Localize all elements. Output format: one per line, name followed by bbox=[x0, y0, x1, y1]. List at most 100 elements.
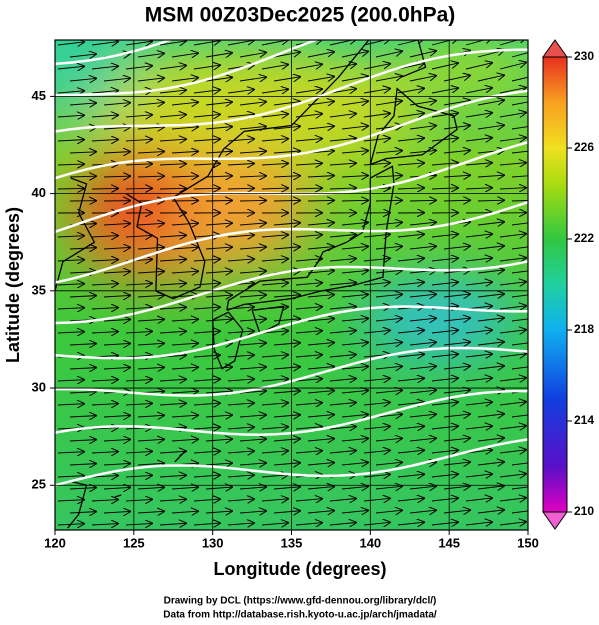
streamline bbox=[57, 308, 84, 309]
streamline bbox=[511, 366, 528, 370]
streamline bbox=[91, 236, 118, 237]
streamline bbox=[261, 499, 288, 501]
streamline bbox=[103, 78, 130, 81]
streamline bbox=[329, 138, 356, 141]
streamline bbox=[363, 163, 390, 165]
streamline bbox=[329, 89, 356, 93]
streamline bbox=[91, 380, 118, 381]
streamline bbox=[261, 259, 288, 261]
streamline bbox=[103, 103, 130, 105]
streamline bbox=[91, 66, 118, 69]
streamline bbox=[273, 487, 300, 489]
x-tick-label: 145 bbox=[438, 535, 460, 550]
streamline bbox=[193, 139, 220, 141]
streamline bbox=[295, 427, 322, 429]
streamline bbox=[511, 510, 528, 514]
streamline bbox=[477, 200, 504, 201]
streamline bbox=[125, 115, 152, 117]
streamline bbox=[295, 259, 322, 261]
streamline bbox=[91, 91, 118, 93]
streamline bbox=[375, 76, 402, 82]
streamline bbox=[91, 115, 118, 117]
y-tick-label: 40 bbox=[32, 185, 46, 200]
streamline bbox=[91, 524, 118, 525]
streamline bbox=[443, 342, 470, 345]
streamline bbox=[341, 294, 368, 297]
streamline bbox=[261, 89, 288, 93]
streamline bbox=[137, 176, 164, 177]
streamline bbox=[499, 282, 526, 285]
streamline bbox=[205, 487, 232, 489]
streamline bbox=[443, 246, 470, 249]
streamline bbox=[375, 246, 402, 249]
streamline bbox=[409, 200, 436, 201]
streamline bbox=[499, 378, 526, 381]
streamline bbox=[240, 535, 266, 537]
streamline bbox=[341, 222, 368, 225]
streamline bbox=[307, 247, 334, 249]
streamline bbox=[397, 113, 424, 117]
streamline bbox=[431, 474, 458, 477]
streamline bbox=[125, 139, 152, 141]
streamline bbox=[193, 427, 220, 429]
streamline bbox=[409, 390, 436, 393]
streamline bbox=[239, 511, 266, 513]
streamline bbox=[499, 498, 526, 501]
streamline bbox=[103, 343, 130, 345]
streamline bbox=[341, 414, 368, 417]
streamline bbox=[171, 271, 198, 273]
streamline bbox=[205, 463, 232, 465]
coastline bbox=[55, 177, 96, 292]
streamline bbox=[511, 222, 528, 226]
streamline bbox=[159, 403, 186, 405]
streamline bbox=[307, 367, 334, 369]
streamline bbox=[431, 234, 458, 237]
streamline bbox=[171, 391, 198, 393]
streamline bbox=[57, 66, 84, 69]
streamline bbox=[193, 90, 220, 93]
streamline bbox=[397, 282, 424, 285]
streamline bbox=[375, 175, 402, 177]
streamline bbox=[409, 486, 436, 489]
streamline bbox=[397, 450, 424, 453]
streamline bbox=[363, 450, 390, 453]
streamline bbox=[511, 462, 528, 466]
streamline bbox=[239, 367, 266, 369]
streamline bbox=[397, 188, 424, 189]
streamline bbox=[431, 354, 458, 357]
streamline bbox=[329, 307, 356, 309]
streamline bbox=[307, 223, 334, 225]
streamline bbox=[171, 78, 198, 81]
streamline bbox=[205, 319, 232, 321]
streamline bbox=[261, 139, 288, 141]
streamline bbox=[273, 52, 300, 58]
streamline bbox=[205, 151, 232, 153]
streamline bbox=[341, 76, 368, 81]
streamline bbox=[125, 379, 152, 381]
streamline bbox=[499, 138, 526, 141]
streamline bbox=[409, 76, 436, 82]
streamline bbox=[137, 271, 164, 273]
streamline bbox=[57, 476, 84, 477]
streamline bbox=[193, 403, 220, 405]
streamline bbox=[397, 522, 424, 525]
streamline bbox=[465, 138, 492, 141]
streamline bbox=[227, 259, 254, 261]
coastline bbox=[251, 305, 285, 335]
streamline bbox=[409, 510, 436, 513]
credit: Drawing by DCL (https://www.gfd-dennou.o… bbox=[164, 596, 437, 607]
streamline bbox=[443, 486, 470, 489]
streamline bbox=[295, 64, 322, 69]
streamline bbox=[103, 223, 130, 225]
streamline bbox=[103, 511, 130, 513]
streamline bbox=[431, 63, 458, 70]
streamline bbox=[307, 343, 334, 345]
streamline bbox=[137, 127, 164, 129]
streamline bbox=[341, 270, 368, 273]
streamline bbox=[375, 318, 402, 321]
streamline bbox=[261, 163, 288, 165]
streamline bbox=[57, 284, 84, 285]
streamline bbox=[341, 366, 368, 369]
streamline bbox=[465, 354, 492, 357]
streamline bbox=[341, 510, 368, 513]
